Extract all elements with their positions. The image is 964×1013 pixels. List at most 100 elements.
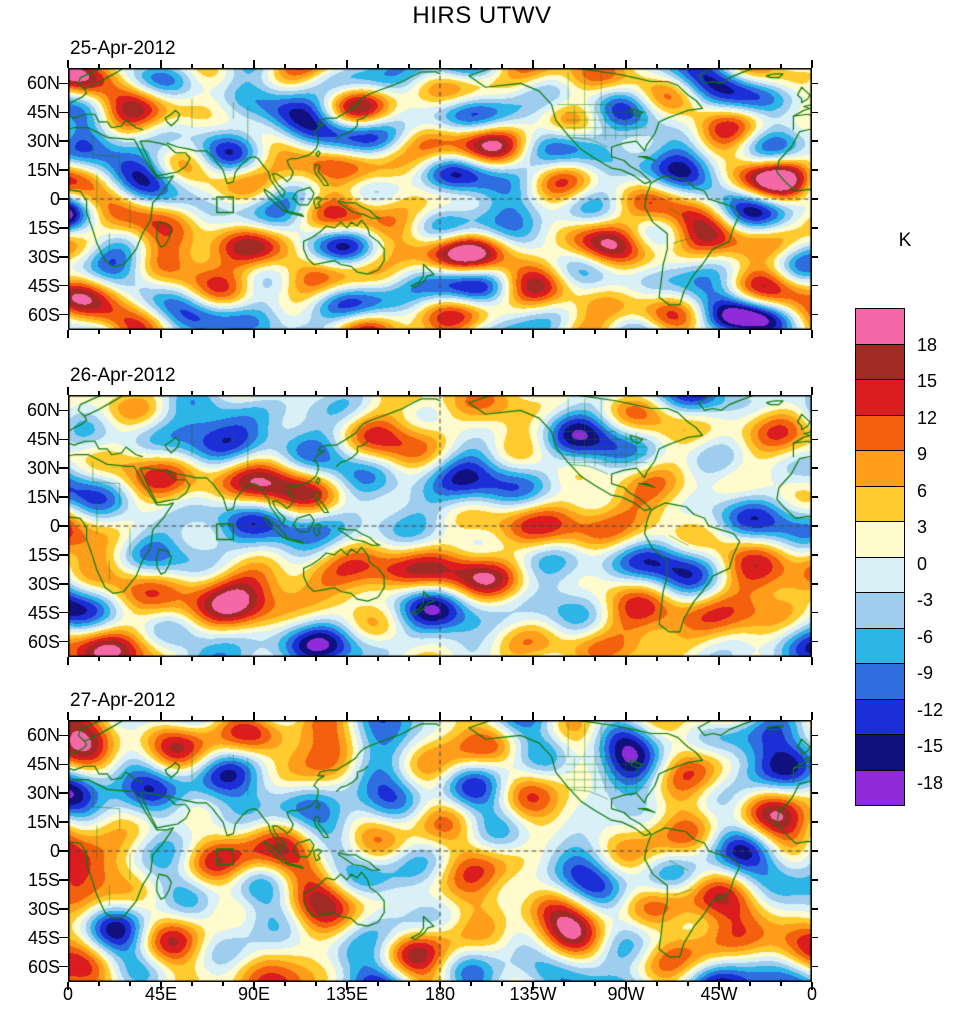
lon-tick: [191, 716, 193, 720]
lon-tick: [439, 657, 441, 665]
lon-tick: [594, 982, 596, 986]
lat-tick: [59, 284, 68, 287]
lat-tick-label: 0: [49, 516, 60, 536]
lon-tick: [129, 64, 131, 68]
lat-tick: [812, 936, 818, 939]
lon-tick: [594, 391, 596, 395]
lat-tick-label: 30S: [27, 246, 60, 267]
lat-tick: [812, 169, 818, 171]
lon-tick: [129, 330, 131, 334]
colorbar-box: [855, 450, 905, 487]
lat-tick: [59, 169, 68, 171]
lon-tick: [408, 391, 410, 395]
lon-tick-label: 0: [806, 984, 818, 1004]
colorbar-box: [855, 556, 905, 593]
lon-tick: [780, 657, 782, 661]
lat-tick: [59, 936, 68, 939]
lon-tick: [749, 391, 751, 395]
lon-tick: [718, 60, 720, 68]
lon-tick: [160, 657, 162, 665]
lon-tick: [129, 391, 131, 395]
lon-tick-label: 135E: [325, 984, 369, 1004]
lon-tick: [408, 716, 410, 720]
lon-tick: [160, 982, 162, 990]
lon-tick: [501, 716, 503, 720]
lon-tick: [377, 657, 379, 661]
lat-tick-label: 45S: [27, 927, 60, 948]
lat-tick-label: 0: [49, 841, 60, 861]
lon-tick: [98, 64, 100, 68]
lon-tick: [253, 982, 255, 990]
lat-tick: [59, 409, 68, 412]
lat-tick: [59, 438, 68, 441]
lon-tick: [253, 387, 255, 395]
lon-tick: [377, 716, 379, 720]
lat-tick: [59, 140, 68, 142]
lat-tick-label: 15N: [26, 160, 60, 181]
lon-tick-label: 45W: [700, 984, 738, 1004]
lon-tick: [625, 387, 627, 395]
lat-tick: [812, 640, 818, 643]
lat-tick-label: 60N: [26, 73, 60, 94]
lon-tick: [222, 982, 224, 986]
lat-tick: [812, 554, 818, 556]
lon-tick: [718, 657, 720, 665]
lat-tick-label: 30N: [26, 458, 60, 479]
lon-tick: [160, 330, 162, 338]
lat-tick: [59, 879, 68, 881]
lon-tick: [532, 330, 534, 338]
lon-tick: [532, 387, 534, 395]
lat-tick: [59, 496, 68, 498]
lon-tick: [98, 982, 100, 986]
colorbar-tick-label: 6: [917, 480, 928, 501]
lon-tick: [377, 391, 379, 395]
lon-tick: [346, 712, 348, 720]
lon-tick: [811, 712, 813, 720]
lon-tick: [315, 716, 317, 720]
lon-tick: [315, 391, 317, 395]
lat-tick: [59, 198, 68, 200]
lon-tick: [718, 982, 720, 990]
lat-tick: [812, 255, 818, 258]
lon-tick: [67, 712, 69, 720]
lat-tick: [812, 792, 818, 794]
lon-tick: [780, 391, 782, 395]
lon-tick: [191, 391, 193, 395]
lon-tick: [501, 330, 503, 334]
lon-tick: [687, 657, 689, 661]
lat-tick: [812, 227, 818, 229]
lon-tick: [439, 387, 441, 395]
lat-tick: [59, 82, 68, 85]
panel-date-label: 26-Apr-2012: [70, 365, 176, 386]
lon-tick: [625, 60, 627, 68]
lat-tick: [59, 313, 68, 316]
lat-tick: [59, 792, 68, 794]
lon-tick: [315, 330, 317, 334]
colorbar-tick-label: -9: [917, 663, 934, 683]
lon-tick: [346, 387, 348, 395]
lon-tick: [253, 712, 255, 720]
lat-tick: [59, 763, 68, 766]
lat-tick-label: 15S: [27, 869, 60, 890]
lon-tick: [67, 387, 69, 395]
panel-date-label: 25-Apr-2012: [70, 38, 176, 59]
colorbar-tick-label: 3: [917, 517, 928, 537]
lon-tick: [470, 391, 472, 395]
lon-tick: [191, 657, 193, 661]
lon-tick: [470, 64, 472, 68]
colorbar-box: [855, 308, 905, 345]
lat-tick: [59, 111, 68, 114]
lon-tick: [315, 982, 317, 986]
map-panel-3: 27-Apr-2012 60N 45N 30N 15N 0 15S 30S 45S 60S: [27, 690, 818, 990]
lon-tick: [98, 330, 100, 334]
lon-tick: [346, 982, 348, 990]
colorbar-tick-label: -6: [917, 626, 934, 647]
lat-tick-label: 0: [49, 189, 60, 209]
lat-tick: [812, 879, 818, 881]
colorbar: K 18 15 12 9 6 3 0 -3 -6 -9 -12 -15 -18: [855, 0, 964, 1013]
lon-tick: [532, 60, 534, 68]
lat-tick-label: 15S: [27, 217, 60, 238]
lat-tick: [812, 198, 818, 200]
lon-tick: [780, 716, 782, 720]
